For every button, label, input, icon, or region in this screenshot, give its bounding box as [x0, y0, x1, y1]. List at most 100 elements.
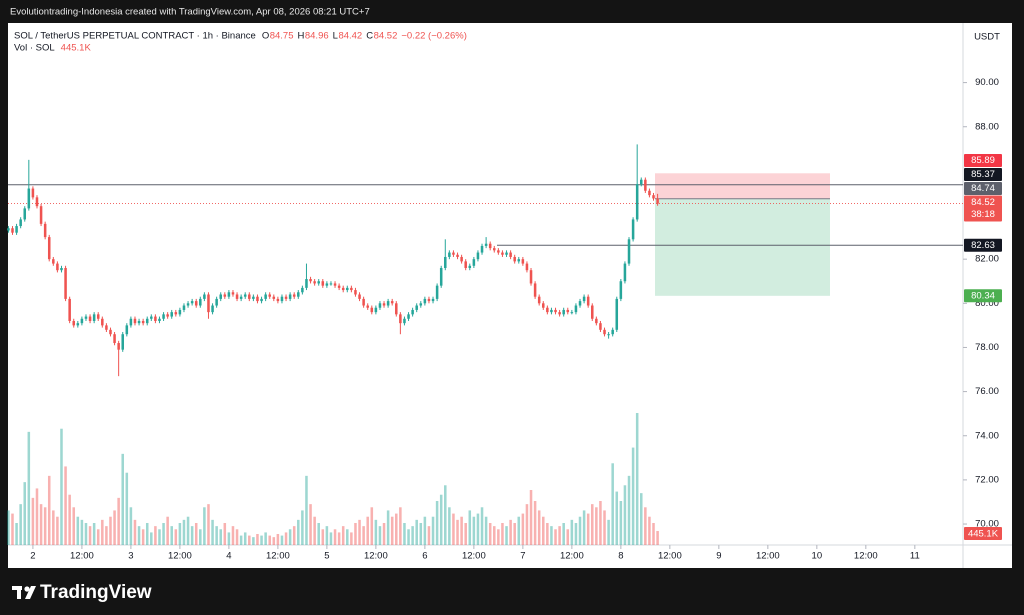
x-tick-label: 11	[910, 551, 920, 562]
volume-bar	[354, 523, 357, 545]
volume-bar	[554, 529, 557, 545]
candle-body	[566, 309, 570, 313]
candle-body	[88, 316, 92, 321]
volume-bar	[243, 532, 247, 545]
candle-body	[521, 259, 525, 264]
volume-bar	[84, 523, 88, 545]
volume-bar	[505, 526, 508, 545]
candle-body	[7, 228, 10, 231]
candle-body	[43, 223, 47, 238]
volume-bar	[570, 519, 574, 545]
candle-body	[550, 309, 553, 313]
candle-body	[497, 250, 500, 253]
volume-bar	[374, 519, 378, 545]
candle-body	[137, 320, 141, 324]
logo-mark	[17, 586, 21, 599]
volume-bar	[235, 529, 239, 545]
x-tick-label: 10	[812, 551, 823, 562]
volume-bar	[215, 526, 218, 545]
candle-body	[292, 294, 296, 297]
volume-bar	[350, 532, 353, 545]
volume-bar	[125, 472, 129, 545]
candle-body	[158, 318, 161, 321]
candle-body	[513, 256, 516, 262]
price-label-box	[964, 168, 1002, 182]
volume-bar	[105, 526, 108, 545]
volume-bar	[627, 475, 631, 545]
candle-body	[370, 307, 374, 313]
candle-body	[268, 294, 271, 297]
volume-bar	[309, 504, 312, 545]
volume-bar	[190, 526, 194, 545]
volume-bar	[403, 523, 406, 545]
volume-bar	[529, 490, 533, 545]
candle-body	[546, 307, 549, 313]
y-tick-label: 72.00	[975, 474, 999, 485]
volume-bar	[317, 523, 320, 545]
candle-body	[174, 312, 178, 315]
x-tick-label: 3	[128, 551, 133, 562]
candle-body	[631, 219, 635, 240]
candle-body	[313, 281, 316, 284]
candle-body	[113, 334, 116, 344]
candle-body	[529, 270, 533, 284]
candle-body	[121, 334, 124, 350]
candle-body	[92, 314, 96, 321]
candle-body	[599, 323, 602, 330]
volume-bar	[525, 504, 529, 545]
volume-bar	[15, 523, 18, 545]
volume-bar	[182, 519, 186, 545]
candle-body	[39, 206, 43, 224]
volume-bar	[150, 532, 153, 545]
volume-bar	[101, 519, 104, 545]
candle-body	[533, 283, 537, 297]
volume-bar	[591, 504, 594, 545]
volume-bar	[72, 507, 76, 545]
volume-bar	[631, 447, 635, 545]
volume-bar	[19, 504, 22, 545]
candle-body	[578, 301, 582, 306]
y-tick-label: 70.00	[975, 519, 999, 530]
volume-bar	[488, 523, 492, 545]
volume-bar	[117, 497, 120, 545]
candle-body	[517, 259, 521, 262]
volume-bar	[145, 523, 149, 545]
volume-bar	[162, 523, 165, 545]
candle-body	[19, 219, 22, 227]
volume-bar	[562, 523, 565, 545]
candle-body	[276, 298, 280, 302]
candle-body	[619, 281, 623, 299]
candle-body	[374, 307, 378, 313]
volume-bar	[207, 504, 210, 545]
volume-bar	[497, 529, 500, 545]
volume-bar	[603, 510, 606, 545]
candle-body	[101, 318, 104, 326]
y-tick-label: 76.00	[975, 386, 999, 397]
volume-bar	[558, 526, 561, 545]
candle-body	[11, 228, 14, 233]
volume-bar	[639, 493, 643, 545]
volume-bar	[239, 535, 243, 545]
candle-body	[72, 320, 76, 326]
volume-bar	[27, 431, 31, 545]
candle-body	[239, 296, 243, 299]
volume-legend-value: 445.1K	[61, 43, 92, 54]
candle-body	[248, 294, 251, 299]
volume-bar	[23, 482, 27, 545]
volume-bar	[158, 529, 161, 545]
volume-bar	[366, 516, 369, 545]
candle-body	[354, 290, 357, 295]
volume-bar	[501, 523, 504, 545]
candle-body	[395, 303, 398, 315]
candle-body	[321, 281, 325, 286]
candle-body	[284, 296, 288, 299]
price-label-box	[964, 182, 1002, 196]
candle-body	[333, 283, 337, 286]
candle-body	[297, 292, 300, 297]
volume-bar	[578, 516, 582, 545]
candle-body	[60, 267, 63, 271]
volume-bar	[546, 523, 549, 545]
candle-body	[611, 329, 614, 335]
candle-body	[129, 318, 133, 326]
